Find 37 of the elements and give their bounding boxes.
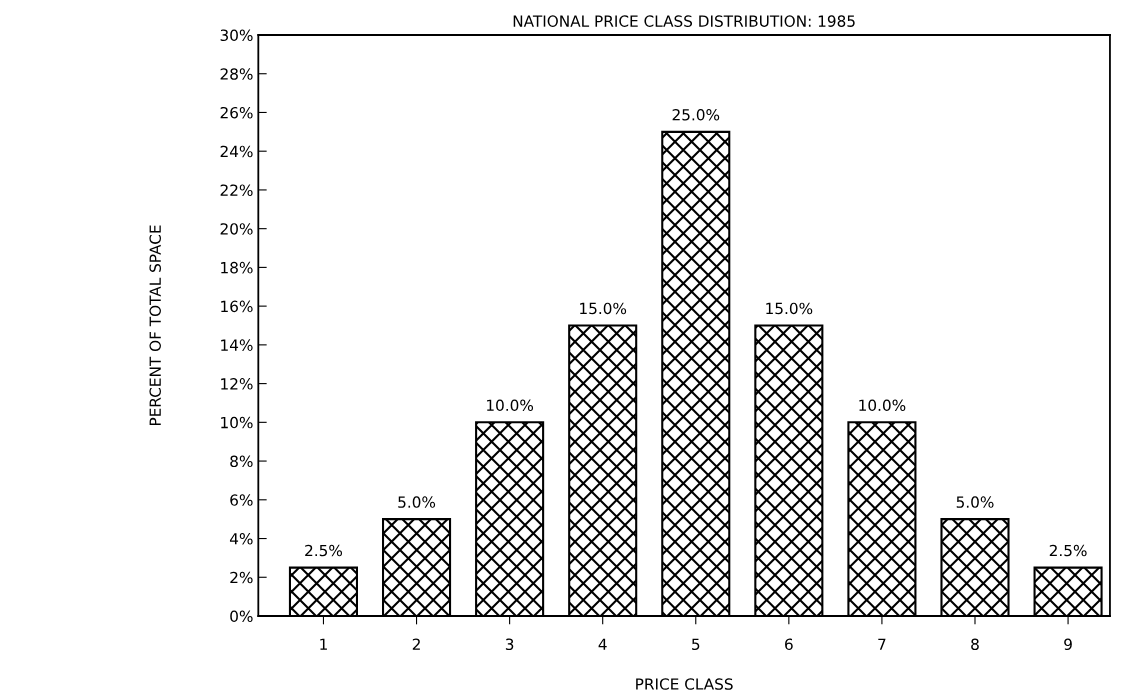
chart-title: NATIONAL PRICE CLASS DISTRIBUTION: 1985 [513, 15, 855, 27]
data-label: 2.5% [305, 544, 343, 557]
x-tick-label: 9 [1064, 638, 1072, 651]
y-tick-label: 24% [220, 145, 253, 158]
y-tick-label: 0% [230, 610, 253, 623]
x-axis-title: PRICE CLASS [636, 678, 733, 690]
data-label: 5.0% [956, 496, 994, 508]
y-tick-label: 26% [220, 106, 253, 119]
x-tick-label: 2 [412, 638, 420, 650]
y-tick-label: 6% [230, 494, 253, 506]
y-tick-label: 8% [230, 455, 253, 468]
y-axis-title: PERCENT OF TOTAL SPACE [149, 225, 161, 426]
data-label: 5.0% [398, 496, 436, 508]
data-label: 25.0% [672, 108, 720, 121]
x-tick-label: 5 [692, 638, 700, 651]
y-tick-label: 30% [220, 29, 253, 42]
x-tick-label: 7 [878, 638, 886, 650]
x-tick-label: 6 [785, 638, 793, 651]
x-tick-label: 1 [320, 638, 327, 650]
x-tick-label: 4 [598, 638, 607, 650]
data-label: 10.0% [859, 399, 906, 412]
y-tick-label: 20% [220, 223, 253, 235]
y-tick-label: 2% [230, 571, 253, 584]
y-tick-label: 22% [220, 184, 253, 196]
y-tick-label: 14% [221, 339, 253, 351]
data-label: 15.0% [580, 302, 627, 315]
y-tick-label: 4% [229, 533, 253, 545]
y-tick-label: 16% [221, 300, 253, 313]
y-tick-label: 12% [221, 378, 253, 390]
data-label: 15.0% [766, 302, 813, 315]
x-tick-label: 3 [505, 638, 514, 651]
data-label: 2.5% [1049, 544, 1087, 557]
x-tick-label: 8 [971, 638, 979, 651]
y-tick-label: 10% [221, 416, 253, 429]
y-tick-label: 18% [221, 261, 253, 274]
data-label: 10.0% [487, 399, 534, 412]
y-tick-label: 28% [220, 68, 253, 80]
